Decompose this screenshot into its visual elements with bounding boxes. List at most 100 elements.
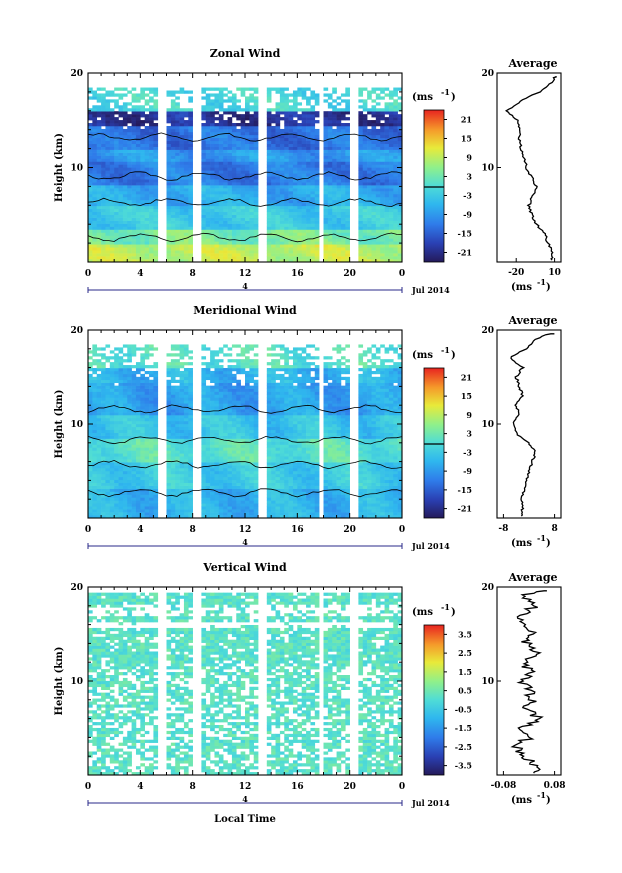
heatmap-cell xyxy=(362,140,368,145)
heatmap-cell xyxy=(109,476,115,481)
heatmap-cell xyxy=(271,259,276,263)
heatmap-cell xyxy=(284,235,289,239)
heatmap-cell xyxy=(170,362,176,366)
heatmap-cell xyxy=(170,199,176,204)
heatmap-cell xyxy=(135,182,141,186)
heatmap-cell xyxy=(214,485,220,489)
heatmap-cell xyxy=(131,176,137,180)
heatmap-cell xyxy=(105,120,111,124)
heatmap-cell xyxy=(266,250,272,254)
heatmap-cell xyxy=(271,114,276,118)
heatmap-cell xyxy=(375,199,381,204)
heatmap-cell xyxy=(122,161,128,165)
heatmap-cell xyxy=(144,173,150,177)
heatmap-cell xyxy=(114,220,119,224)
heatmap-cell xyxy=(140,506,145,510)
heatmap-cell xyxy=(188,229,193,233)
heatmap-cell xyxy=(140,241,145,245)
heatmap-cell xyxy=(384,161,390,165)
heatmap-cell xyxy=(118,176,124,180)
heatmap-cell xyxy=(266,205,272,210)
heatmap-cell xyxy=(253,247,259,251)
heatmap-cell xyxy=(109,99,115,103)
heatmap-cell xyxy=(114,412,119,416)
heatmap-cell xyxy=(135,444,141,448)
heatmap-cell xyxy=(188,391,193,395)
heatmap-cell xyxy=(310,256,316,260)
heatmap-cell xyxy=(170,244,176,248)
heatmap-cell xyxy=(314,170,320,174)
heatmap-cell xyxy=(205,105,211,109)
heatmap-cell xyxy=(153,229,159,233)
heatmap-cell xyxy=(122,214,128,218)
heatmap-cell xyxy=(101,385,106,389)
heatmap-cell xyxy=(131,382,137,386)
heatmap-cell xyxy=(140,149,145,153)
heatmap-cell xyxy=(284,143,289,147)
heatmap-cell xyxy=(249,96,255,100)
heatmap-cell xyxy=(170,488,176,492)
heatmap-cell xyxy=(170,173,176,177)
heatmap-cell xyxy=(384,185,390,189)
heatmap-cell xyxy=(292,176,298,180)
heatmap-cell xyxy=(96,87,102,91)
heatmap-cell xyxy=(131,185,137,189)
heatmap-cell xyxy=(201,488,207,492)
heatmap-cell xyxy=(144,146,150,150)
heatmap-cell xyxy=(96,158,102,162)
heatmap-cell xyxy=(375,155,381,159)
heatmap-cell xyxy=(253,193,259,198)
heatmap-cell xyxy=(292,247,298,251)
heatmap-cell xyxy=(122,359,128,363)
heatmap-cell xyxy=(114,453,119,457)
heatmap-cell xyxy=(214,503,220,507)
heatmap-cell xyxy=(332,188,337,192)
heatmap-cell xyxy=(105,173,111,177)
heatmap-cell xyxy=(327,223,333,227)
heatmap-cell xyxy=(183,173,189,177)
heatmap-cell xyxy=(122,432,128,436)
heatmap-cell xyxy=(301,164,307,168)
heatmap-cell xyxy=(105,108,111,112)
heatmap-cell xyxy=(371,134,377,139)
heatmap-cell xyxy=(301,111,307,115)
heatmap-cell xyxy=(101,482,106,486)
heatmap-cell xyxy=(245,152,250,156)
heatmap-cell xyxy=(375,185,381,189)
heatmap-cell xyxy=(144,512,150,516)
heatmap-cell xyxy=(253,182,259,186)
heatmap-cell xyxy=(105,253,111,257)
heatmap-cell xyxy=(275,143,281,147)
heatmap-cell xyxy=(188,515,193,519)
heatmap-cell xyxy=(188,350,193,354)
heatmap-cell xyxy=(227,99,233,103)
heatmap-cell xyxy=(367,134,372,139)
heatmap-cell xyxy=(153,476,159,481)
heatmap-cell xyxy=(218,96,224,100)
heatmap-cell xyxy=(149,453,154,457)
heatmap-cell xyxy=(397,244,403,248)
heatmap-cell xyxy=(131,108,137,112)
heatmap-cell xyxy=(205,235,211,239)
heatmap-cell xyxy=(96,468,102,472)
heatmap-cell xyxy=(253,199,259,204)
heatmap-cell xyxy=(205,229,211,233)
heatmap-cell xyxy=(122,447,128,451)
heatmap-cell xyxy=(140,515,145,519)
heatmap-cell xyxy=(292,244,298,248)
heatmap-cell xyxy=(284,214,289,218)
heatmap-cell xyxy=(114,241,119,245)
heatmap-cell xyxy=(388,256,394,260)
heatmap-cell xyxy=(166,143,172,147)
heatmap-cell xyxy=(188,379,193,383)
heatmap-cell xyxy=(397,170,403,174)
heatmap-cell xyxy=(92,379,98,383)
heatmap-cell xyxy=(253,111,259,115)
heatmap-cell xyxy=(205,482,211,486)
heatmap-cell xyxy=(179,344,185,348)
heatmap-cell xyxy=(388,125,394,130)
heatmap-cell xyxy=(266,125,272,130)
heatmap-cell xyxy=(114,391,119,395)
heatmap-cell xyxy=(170,120,176,124)
heatmap-cell xyxy=(266,223,272,227)
